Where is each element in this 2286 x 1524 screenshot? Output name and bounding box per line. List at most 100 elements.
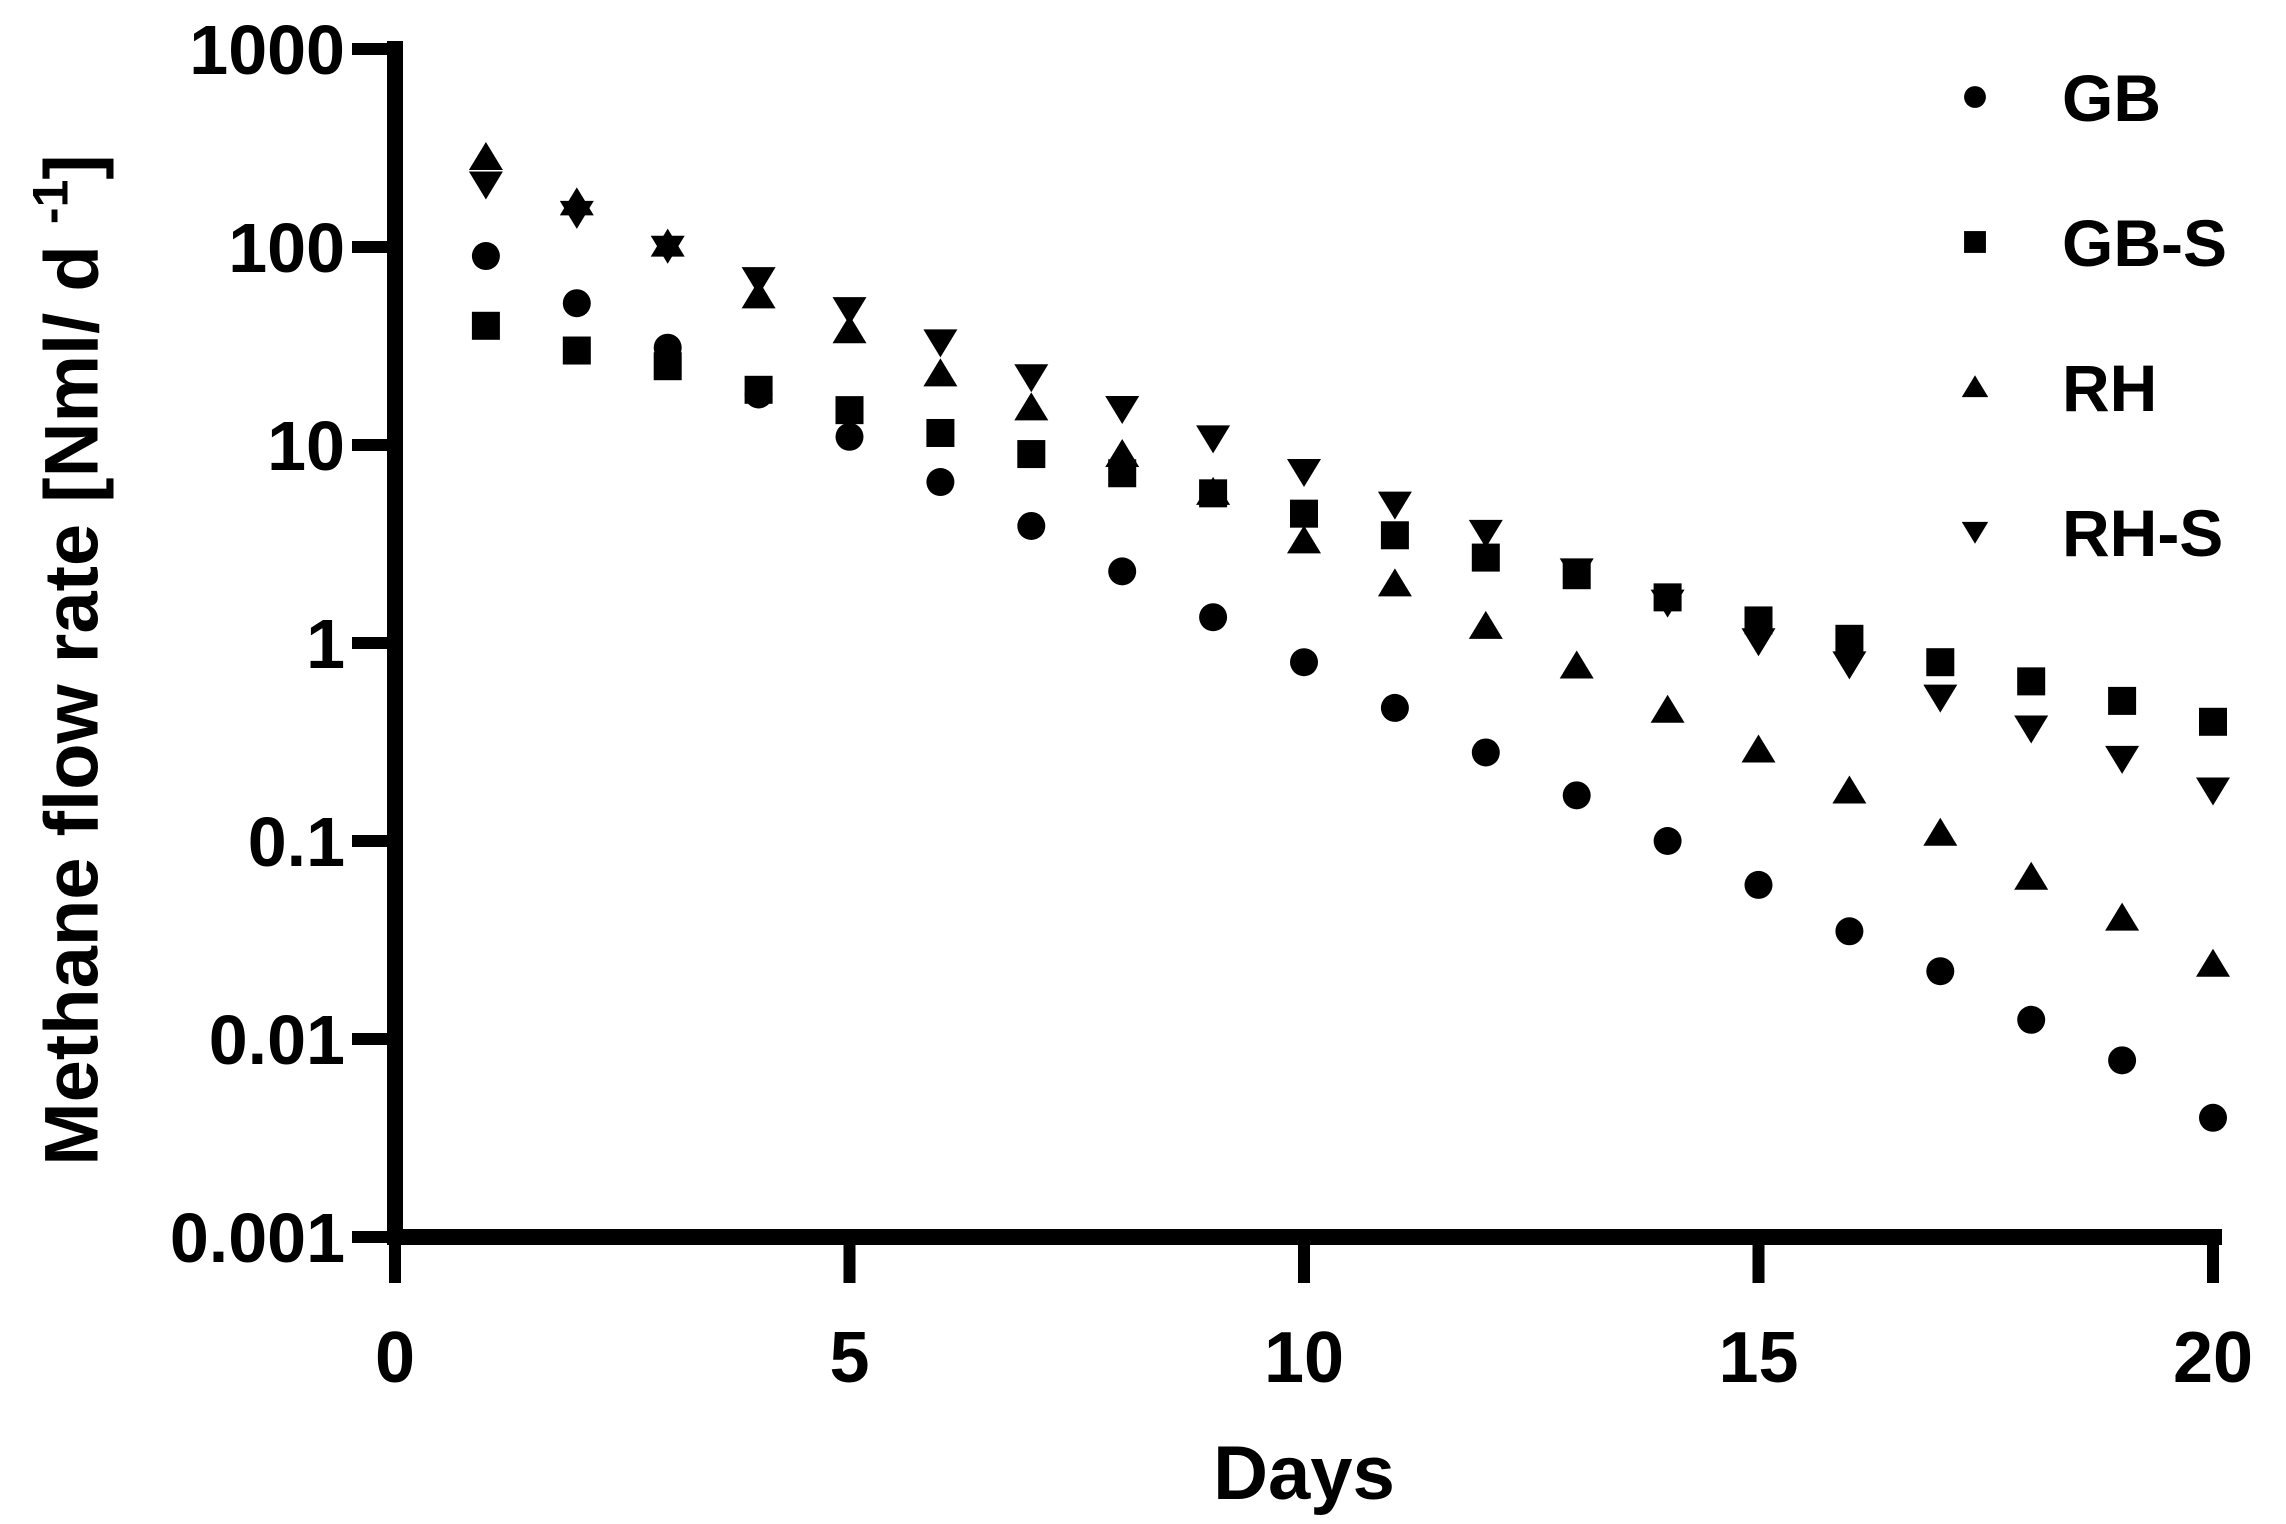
data-point-gb-day-16 (1835, 917, 1864, 946)
data-point-rh-s-day-8 (1105, 395, 1140, 424)
legend-marker-gb-circle-icon (1964, 86, 1986, 108)
data-point-rh-s-day-10 (1287, 459, 1321, 488)
y-tick-0.1 (352, 835, 387, 847)
x-tick-label-10: 10 (1264, 1318, 1344, 1398)
data-point-gb-s-day-13 (1562, 561, 1591, 590)
data-point-gb-day-13 (1562, 781, 1591, 810)
data-point-gb-s-day-20 (2199, 707, 2227, 736)
data-point-gb-s-day-9 (1199, 479, 1228, 508)
data-point-gb-s-day-19 (2108, 686, 2137, 715)
data-point-rh-s-day-18 (2014, 715, 2049, 744)
data-point-gb-s-day-7 (1017, 440, 1046, 469)
data-point-gb-day-19 (2108, 1046, 2137, 1075)
data-point-gb-s-day-15 (1744, 606, 1773, 635)
x-axis-title: Days (1213, 1431, 1395, 1516)
data-point-rh-s-day-12 (1468, 519, 1503, 548)
x-tick-10 (1298, 1245, 1310, 1283)
x-tick-label-5: 5 (829, 1318, 869, 1398)
data-point-gb-day-10 (1290, 648, 1318, 677)
data-point-rh-day-6 (923, 358, 958, 387)
y-axis-line (387, 41, 403, 1245)
data-point-rh-day-20 (2196, 948, 2230, 977)
data-point-rh-day-15 (1741, 734, 1776, 763)
y-axis-title-superscript: -1 (22, 179, 79, 225)
data-point-gb-day-17 (1926, 957, 1955, 986)
data-point-rh-s-day-7 (1014, 364, 1049, 393)
data-point-gb-s-day-2 (562, 336, 591, 365)
data-point-gb-s-day-11 (1380, 521, 1409, 550)
y-axis-title: Methane flow rate [Nml/ d -1] (23, 154, 116, 1165)
data-point-rh-s-day-20 (2196, 777, 2230, 806)
y-tick-label-1: 1 (306, 605, 345, 683)
y-tick-label-1000: 1000 (189, 11, 345, 89)
data-point-gb-day-11 (1380, 693, 1409, 722)
data-point-gb-s-day-16 (1835, 624, 1864, 653)
data-point-gb-s-day-12 (1471, 543, 1500, 572)
data-point-rh-s-day-16 (1832, 651, 1867, 680)
data-point-rh-day-13 (1559, 650, 1594, 679)
y-tick-label-0.01: 0.01 (209, 1001, 345, 1079)
x-axis-line (387, 1229, 2222, 1245)
y-tick-100 (352, 241, 387, 253)
data-point-rh-day-2 (559, 187, 594, 216)
x-tick-label-20: 20 (2173, 1318, 2253, 1398)
data-point-gb-day-7 (1017, 511, 1046, 540)
y-tick-label-0.1: 0.1 (248, 803, 345, 881)
y-tick-label-10: 10 (267, 407, 345, 485)
data-point-gb-s-day-10 (1290, 499, 1318, 528)
data-point-rh-s-day-5 (832, 297, 867, 326)
data-point-gb-day-14 (1653, 827, 1682, 855)
y-tick-label-100: 100 (228, 209, 345, 287)
legend-marker-gb-s-square-icon (1964, 231, 1986, 253)
legend-marker-rh-triangle-up-icon (1961, 375, 1989, 398)
data-point-rh-s-day-1 (468, 171, 503, 200)
data-point-rh-day-7 (1014, 392, 1049, 421)
data-point-gb-day-15 (1744, 870, 1773, 899)
y-tick-0.01 (352, 1033, 387, 1045)
data-point-gb-s-day-1 (471, 311, 500, 340)
data-point-rh-day-17 (1923, 817, 1958, 846)
data-point-gb-s-day-17 (1926, 648, 1955, 677)
legend-label-gb-s: GB-S (2062, 206, 2227, 280)
data-point-rh-day-14 (1650, 694, 1685, 723)
data-point-rh-s-day-6 (923, 329, 958, 358)
x-tick-15 (1752, 1245, 1765, 1283)
data-point-rh-day-10 (1287, 525, 1321, 554)
data-point-gb-day-8 (1108, 557, 1137, 586)
data-point-gb-day-18 (2017, 1005, 2046, 1034)
data-point-rh-day-5 (832, 315, 867, 344)
data-point-rh-day-16 (1832, 775, 1867, 804)
legend-label-rh-s: RH-S (2062, 496, 2223, 570)
data-point-rh-s-day-19 (2105, 745, 2140, 774)
data-point-gb-day-2 (562, 289, 591, 318)
legend-label-rh: RH (2062, 351, 2157, 425)
y-tick-0.001 (352, 1231, 387, 1243)
data-point-rh-day-4 (741, 280, 776, 309)
data-point-gb-day-4 (744, 380, 773, 409)
y-tick-1 (352, 637, 387, 649)
data-point-gb-day-12 (1471, 738, 1500, 767)
data-point-rh-s-day-9 (1196, 425, 1231, 454)
x-tick-0 (389, 1245, 401, 1283)
data-point-rh-day-19 (2105, 902, 2140, 931)
data-point-gb-s-day-6 (926, 418, 955, 447)
y-tick-label-0.001: 0.001 (170, 1199, 345, 1277)
data-point-gb-day-9 (1199, 603, 1228, 632)
data-point-gb-s-day-14 (1653, 583, 1682, 612)
data-point-gb-s-day-5 (835, 396, 864, 425)
legend-label-gb: GB (2062, 61, 2161, 135)
y-tick-1000 (352, 43, 387, 55)
data-point-gb-day-1 (471, 242, 500, 271)
y-axis-title-suffix: ] (29, 154, 115, 180)
data-point-rh-day-11 (1377, 568, 1412, 597)
data-point-rh-s-day-15 (1741, 628, 1776, 657)
x-tick-label-0: 0 (375, 1318, 415, 1398)
data-point-gb-day-5 (835, 422, 864, 451)
data-point-rh-day-1 (468, 141, 503, 170)
x-tick-20 (2207, 1245, 2219, 1283)
data-point-gb-day-20 (2199, 1103, 2227, 1132)
data-point-gb-day-6 (926, 468, 955, 497)
data-point-gb-day-3 (653, 333, 682, 362)
data-point-rh-day-3 (650, 228, 685, 257)
